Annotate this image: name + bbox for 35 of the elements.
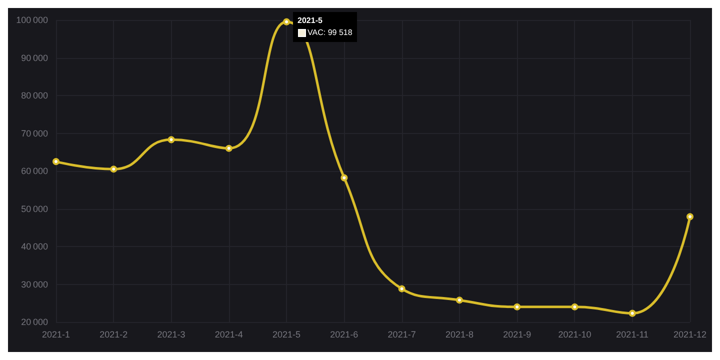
y-tick-label: 80 000 — [21, 90, 48, 100]
y-tick-label: 20 000 — [21, 317, 48, 327]
x-tick-label: 2021-4 — [214, 330, 243, 340]
point — [110, 166, 118, 173]
x-tick-label: 2021-12 — [673, 330, 707, 340]
x-tick-label: 2021-6 — [330, 330, 358, 340]
point — [686, 213, 694, 220]
x-tick-label: 2021-2 — [100, 330, 128, 340]
x-tick-label: 2021-7 — [388, 330, 416, 340]
x-tick-label: 2021-3 — [157, 330, 186, 340]
point — [168, 136, 175, 144]
point — [456, 296, 463, 304]
y-tick-label: 40 000 — [21, 242, 48, 252]
point — [398, 285, 406, 292]
y-tick-label: 50 000 — [21, 204, 48, 214]
x-tick-label: 2021-9 — [503, 330, 532, 340]
x-tick-label: 2021-8 — [445, 330, 474, 340]
x-tick-label: 2021-10 — [558, 330, 592, 340]
x-tick-label: 2021-1 — [42, 330, 70, 340]
point — [283, 18, 290, 26]
x-tick-label: 2021-5 — [272, 330, 301, 340]
point — [571, 303, 578, 310]
y-tick-label: 100 000 — [16, 15, 48, 25]
y-tick-label: 70 000 — [21, 128, 48, 138]
point — [340, 174, 348, 182]
point — [628, 310, 636, 317]
y-tick-label: 60 000 — [21, 166, 48, 176]
point — [514, 303, 521, 310]
point — [225, 144, 232, 152]
y-tick-label: 90 000 — [21, 52, 48, 63]
y-tick-label: 30 000 — [21, 279, 48, 290]
x-tick-label: 2021-11 — [616, 330, 649, 340]
point — [52, 158, 60, 166]
annotation: VAC: 99 518 — [308, 26, 352, 39]
annotation: 2021-5 — [298, 14, 322, 27]
